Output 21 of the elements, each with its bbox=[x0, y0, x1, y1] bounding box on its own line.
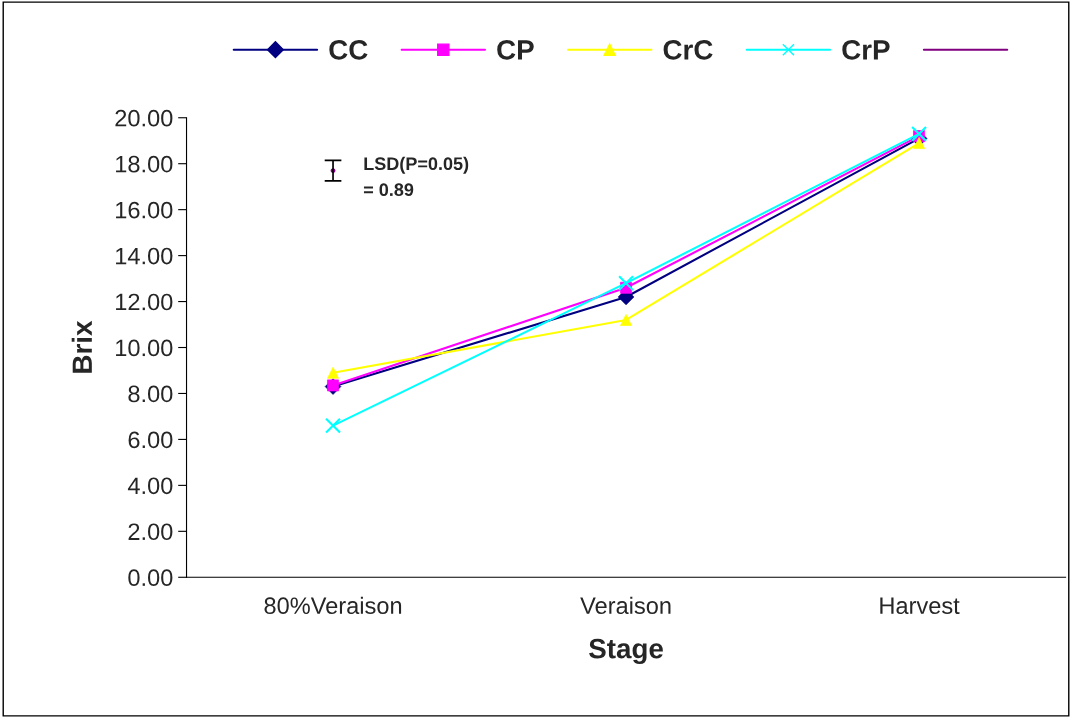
x-tick-label: 80%Veraison bbox=[264, 596, 402, 615]
y-tick-label: 0.00 bbox=[128, 569, 173, 587]
y-tick-label: 10.00 bbox=[116, 339, 173, 357]
legend-label: CrC bbox=[663, 40, 713, 60]
y-tick-label: 12.00 bbox=[116, 293, 173, 311]
x-tick-label: Veraison bbox=[580, 596, 671, 615]
y-tick-label: 4.00 bbox=[127, 477, 173, 495]
y-tick-label: 6.00 bbox=[128, 431, 173, 449]
y-tick-label: 2.00 bbox=[128, 523, 173, 541]
annotation: LSD(P=0.05) = 0.89 bbox=[363, 156, 469, 197]
y-axis-title: Brix bbox=[71, 320, 92, 373]
y-tick-label: 8.00 bbox=[128, 385, 173, 403]
legend-label: CP bbox=[497, 40, 534, 60]
legend-label: CC bbox=[329, 40, 368, 60]
y-tick-label: 14.00 bbox=[116, 247, 173, 265]
y-tick-label: 16.00 bbox=[116, 201, 173, 219]
legend-label: CrP bbox=[842, 40, 890, 60]
x-tick-label: Harvest bbox=[880, 597, 960, 615]
y-tick-label: 18.00 bbox=[116, 155, 173, 173]
x-axis-title: Stage bbox=[589, 638, 663, 665]
y-tick-label: 20.00 bbox=[115, 109, 173, 127]
